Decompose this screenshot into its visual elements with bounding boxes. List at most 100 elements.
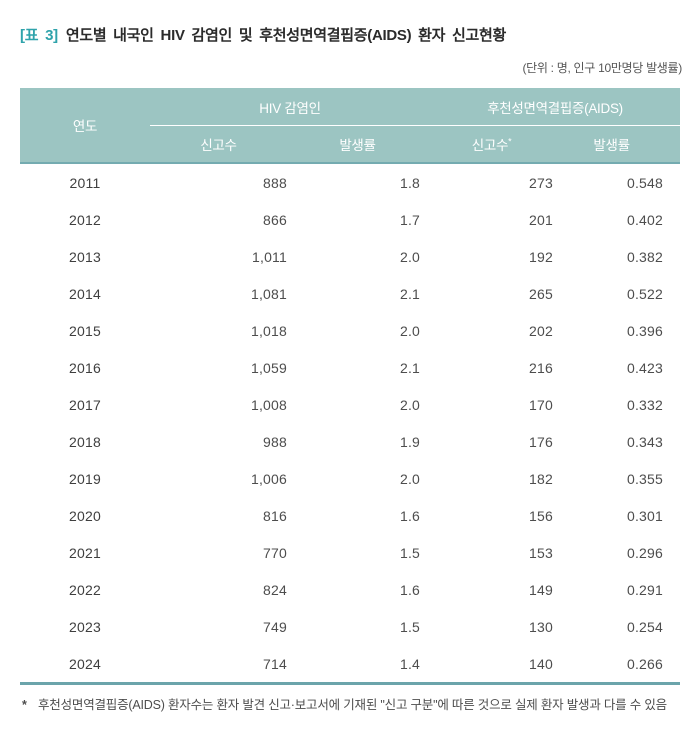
- column-header-aids-rate: 발생률: [560, 125, 681, 164]
- column-group-aids: 후천성면역결핍증(AIDS): [430, 88, 681, 126]
- hiv-rate-cell: 2.0: [399, 396, 421, 413]
- aids-rate-cell: 0.301: [626, 507, 664, 524]
- table-row: 2018 988 1.9 176 0.343: [20, 423, 680, 460]
- aids-reports-cell: 140: [430, 645, 561, 685]
- year-cell: 2020: [69, 507, 101, 524]
- hiv-rate-cell: 1.4: [295, 645, 431, 685]
- table-row: 2014 1,081 2.1 265 0.522: [20, 275, 680, 312]
- aids-rate-cell: 0.548: [626, 174, 664, 191]
- aids-rate-cell: 0.355: [626, 470, 664, 487]
- hiv-rate-cell: 1.5: [399, 544, 421, 561]
- footnote-asterisk: *: [22, 698, 27, 712]
- hiv-rate-cell: 1.9: [399, 433, 421, 450]
- hiv-rate-cell: 2.1: [399, 359, 421, 376]
- year-cell: 2012: [69, 211, 101, 228]
- footnote-text: 후천성면역결핍증(AIDS) 환자수는 환자 발견 신고·보고서에 기재된 "신…: [38, 698, 667, 712]
- aids-rate-cell: 0.522: [626, 285, 664, 302]
- year-cell: 2024: [20, 645, 150, 685]
- hiv-reports-cell: 714: [150, 645, 295, 685]
- aids-reports-cell: 265: [529, 285, 554, 302]
- column-header-aids-reports: 신고수*: [430, 125, 561, 164]
- aids-reports-cell: 192: [529, 248, 554, 265]
- table-row: 2023 749 1.5 130 0.254: [20, 608, 680, 645]
- unit-note: (단위 : 명, 인구 10만명당 발생률): [522, 61, 682, 75]
- hiv-reports-cell: 1,011: [252, 248, 287, 265]
- table-header: 연도 HIV 감염인 후천성면역결핍증(AIDS) 신고수 발생률 신고수* 발…: [20, 88, 681, 164]
- aids-reports-cell: 182: [529, 470, 554, 487]
- hiv-rate-cell: 1.5: [399, 618, 421, 635]
- aids-reports-cell: 156: [529, 507, 554, 524]
- hiv-aids-report-table: 연도 HIV 감염인 후천성면역결핍증(AIDS) 신고수 발생률 신고수* 발…: [20, 88, 681, 685]
- hiv-reports-cell: 1,018: [250, 322, 287, 339]
- year-cell: 2022: [69, 581, 101, 598]
- aids-reports-cell: 273: [529, 174, 554, 191]
- aids-reports-cell: 216: [529, 359, 554, 376]
- year-cell: 2015: [69, 322, 101, 339]
- table-row: 2011 888 1.8 273 0.548: [20, 163, 680, 201]
- aids-rate-cell: 0.343: [626, 433, 664, 450]
- aids-rate-cell: 0.402: [626, 211, 664, 228]
- table-row: 2020 816 1.6 156 0.301: [20, 497, 680, 534]
- table-row: 2019 1,006 2.0 182 0.355: [20, 460, 680, 497]
- year-cell: 2019: [69, 470, 101, 487]
- table-header-group-row: 연도 HIV 감염인 후천성면역결핍증(AIDS): [20, 88, 681, 164]
- table-title-text: 연도별 내국인 HIV 감염인 및 후천성면역결핍증(AIDS) 환자 신고현황: [65, 27, 507, 44]
- column-header-hiv-rate: 발생률: [295, 125, 431, 164]
- aids-reports-cell: 202: [529, 322, 554, 339]
- aids-rate-cell: 0.266: [560, 645, 681, 685]
- table-title: [표 3] 연도별 내국인 HIV 감염인 및 후천성면역결핍증(AIDS) 환자…: [20, 24, 680, 45]
- hiv-rate-cell: 2.0: [399, 470, 421, 487]
- year-cell: 2014: [69, 285, 101, 302]
- aids-reports-cell: 176: [529, 433, 554, 450]
- hiv-reports-cell: 824: [263, 581, 287, 598]
- hiv-reports-cell: 866: [263, 211, 287, 228]
- aids-reports-cell: 130: [529, 618, 554, 635]
- aids-rate-cell: 0.254: [626, 618, 664, 635]
- aids-rate-cell: 0.382: [626, 248, 664, 265]
- table-number-tag: [표 3]: [20, 27, 58, 44]
- hiv-reports-cell: 1,081: [250, 285, 287, 302]
- year-cell: 2021: [69, 544, 101, 561]
- table-row: 2012 866 1.7 201 0.402: [20, 201, 680, 238]
- aids-rate-cell: 0.291: [626, 581, 664, 598]
- hiv-reports-cell: 1,008: [250, 396, 287, 413]
- year-cell: 2017: [69, 396, 101, 413]
- hiv-reports-cell: 749: [263, 618, 287, 635]
- column-header-hiv-reports: 신고수: [150, 125, 295, 164]
- year-cell: 2016: [69, 359, 101, 376]
- hiv-rate-cell: 1.8: [399, 174, 421, 191]
- table-row: 2024 714 1.4 140 0.266: [20, 645, 681, 685]
- table-body: 2011 888 1.8 273 0.548 2012 866 1.7 201 0.402 2013…: [20, 163, 681, 685]
- year-cell: 2011: [69, 174, 101, 191]
- aids-rate-cell: 0.423: [626, 359, 664, 376]
- aids-reports-cell: 153: [529, 544, 554, 561]
- aids-rate-cell: 0.332: [626, 396, 664, 413]
- aids-reports-cell: 170: [529, 396, 554, 413]
- aids-rate-cell: 0.296: [626, 544, 664, 561]
- year-cell: 2013: [69, 248, 101, 265]
- hiv-reports-cell: 1,059: [250, 359, 287, 376]
- hiv-rate-cell: 2.1: [399, 285, 421, 302]
- column-header-aids-reports-label: 신고수: [471, 138, 509, 153]
- year-cell: 2018: [69, 433, 101, 450]
- hiv-reports-cell: 988: [263, 433, 287, 450]
- hiv-rate-cell: 2.0: [399, 322, 421, 339]
- table-row: 2022 824 1.6 149 0.291: [20, 571, 680, 608]
- hiv-rate-cell: 2.0: [399, 248, 421, 265]
- footnote-marker: *: [508, 136, 512, 147]
- aids-rate-cell: 0.396: [626, 322, 664, 339]
- table-row: 2017 1,008 2.0 170 0.332: [20, 386, 680, 423]
- table-row: 2021 770 1.5 153 0.296: [20, 534, 680, 571]
- hiv-reports-cell: 770: [263, 544, 287, 561]
- hiv-reports-cell: 1,006: [250, 470, 287, 487]
- hiv-rate-cell: 1.6: [399, 581, 421, 598]
- table-header-sub-row: 신고수 발생률 신고수* 발생률: [20, 125, 681, 164]
- table-row: 2013 1,011 2.0 192 0.382: [20, 238, 680, 275]
- hiv-reports-cell: 816: [263, 507, 287, 524]
- hiv-rate-cell: 1.7: [399, 211, 421, 228]
- footnote: * 후천성면역결핍증(AIDS) 환자수는 환자 발견 신고·보고서에 기재된 …: [22, 695, 680, 715]
- table-row: 2015 1,018 2.0 202 0.396: [20, 312, 680, 349]
- hiv-rate-cell: 1.6: [399, 507, 421, 524]
- column-header-year: 연도: [20, 88, 150, 164]
